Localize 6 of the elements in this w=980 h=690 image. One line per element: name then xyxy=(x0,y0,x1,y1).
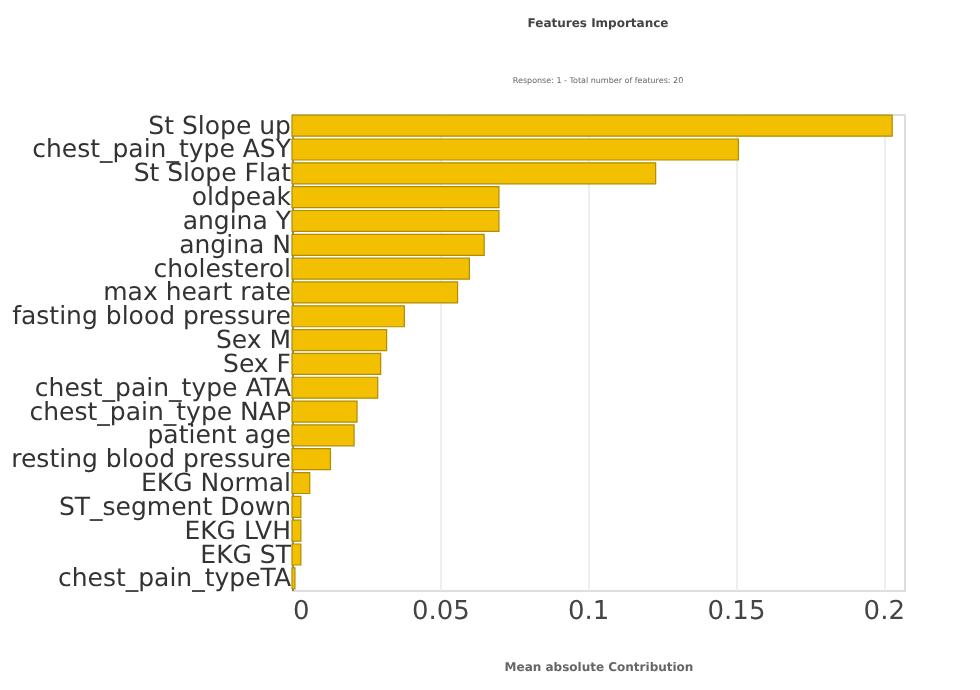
x-tick-label: 0.2 xyxy=(863,597,905,627)
x-tick-label: 0 xyxy=(293,597,310,627)
x-tick-label: 0.1 xyxy=(567,597,610,627)
x-tick-label: 0.05 xyxy=(411,597,470,627)
x-tick-label: 0.15 xyxy=(707,597,766,627)
y-tick-label: St Slope up xyxy=(148,109,292,140)
